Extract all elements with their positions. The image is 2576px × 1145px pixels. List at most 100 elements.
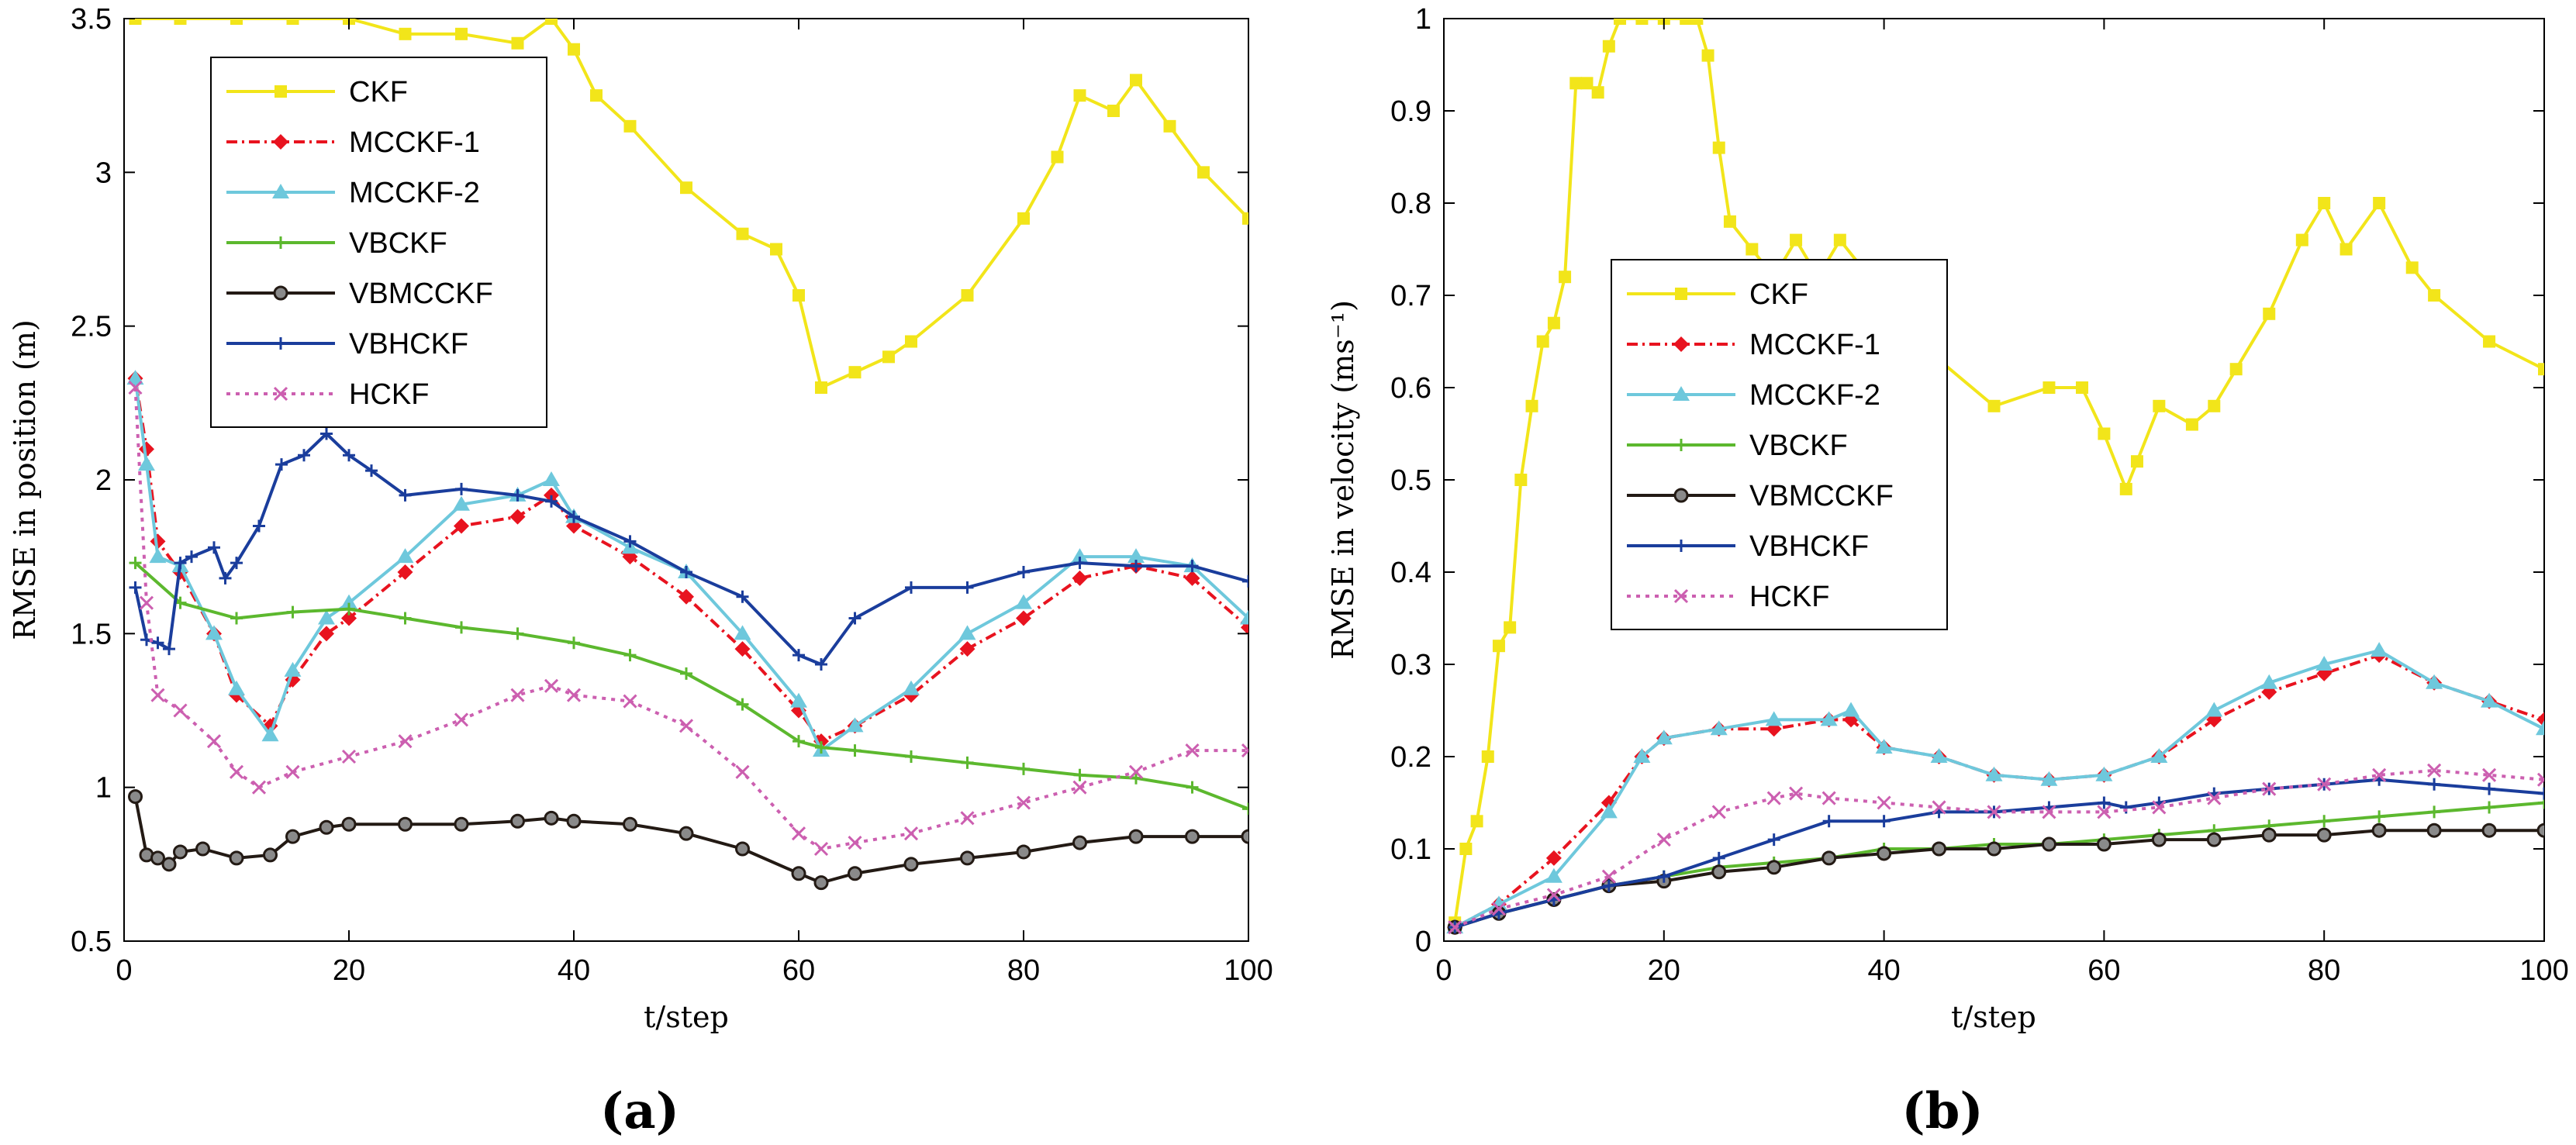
data-point [129, 581, 142, 594]
data-point [1107, 105, 1120, 117]
y-tick-label: 0.2 [1390, 741, 1431, 774]
data-point [285, 764, 300, 779]
legend-label: HCKF [349, 378, 429, 411]
data-point [2119, 482, 2132, 495]
data-point [961, 581, 974, 594]
data-point [397, 564, 413, 580]
data-point [2372, 767, 2387, 782]
data-point [2538, 787, 2544, 800]
data-point [1016, 844, 1031, 860]
series-vbckf [129, 557, 1248, 816]
legend-marker [273, 134, 288, 150]
legend-marker [1673, 386, 1690, 401]
data-point [1877, 795, 1891, 810]
data-point [275, 458, 288, 471]
data-point [286, 605, 299, 619]
data-point [1711, 864, 1727, 880]
data-point [2536, 772, 2544, 787]
data-point [1822, 815, 1835, 828]
data-point [230, 612, 243, 625]
data-point [2260, 674, 2278, 689]
data-point [2295, 233, 2308, 247]
data-point [903, 826, 919, 841]
y-tick-label: 1 [95, 772, 112, 805]
legend-label: VBCKF [1749, 429, 1848, 462]
data-point [1746, 243, 1759, 256]
data-point [2152, 800, 2167, 815]
panel-a: 0 20 40 60 80 100 0.5 1 1.5 2 2.5 3 3.5 t/step RMSE … [8, 3, 1273, 1140]
data-point [1128, 829, 1144, 844]
y-tick-label: 0.5 [71, 926, 112, 958]
data-point [1545, 850, 1562, 866]
data-point [2207, 791, 2222, 805]
series-line-vbhckf [133, 432, 1248, 666]
data-point [343, 602, 355, 616]
data-point [2315, 656, 2333, 671]
data-point [1017, 212, 1030, 225]
data-point [734, 625, 751, 640]
data-point [510, 688, 525, 702]
legend-item: CKF [1627, 278, 1808, 311]
data-point [1602, 879, 1615, 892]
series-line-mcckf-2 [133, 378, 1248, 753]
data-point [228, 680, 245, 695]
series-vbmcckf [128, 789, 1248, 891]
data-point [1614, 19, 1627, 25]
data-point [1051, 150, 1064, 164]
data-point [1932, 800, 1946, 815]
data-point [1072, 835, 1087, 850]
data-point [2261, 827, 2277, 843]
y-tick-label: 1 [1415, 3, 1431, 36]
data-point [1130, 560, 1142, 573]
data-point [1240, 609, 1248, 625]
x-tick-label: 20 [333, 954, 365, 987]
data-point [1073, 557, 1086, 570]
data-point [2262, 781, 2277, 796]
y-tick-label: 0.7 [1390, 280, 1431, 312]
data-point [1842, 702, 1860, 717]
data-point [1197, 166, 1210, 179]
data-point [139, 595, 154, 610]
y-tick-label: 0.6 [1390, 372, 1431, 405]
data-point [319, 626, 334, 642]
data-point [1128, 764, 1144, 779]
legend-item: MCCKF-2 [226, 177, 480, 209]
data-point [1635, 19, 1649, 25]
data-point [2373, 197, 2386, 209]
data-point [736, 698, 749, 711]
data-point [2095, 766, 2113, 781]
data-point [1071, 548, 1089, 564]
data-point [1242, 574, 1248, 588]
series-ckf [129, 19, 1248, 394]
data-point [1016, 610, 1031, 626]
legend-label: VBHCKF [349, 328, 468, 360]
data-point [2076, 381, 2089, 394]
data-point [206, 734, 222, 749]
legend-marker [275, 236, 287, 249]
legend-label: MCCKF-1 [349, 126, 480, 159]
data-point [1491, 902, 1507, 916]
data-point [815, 658, 827, 671]
data-point [454, 712, 469, 727]
data-point [341, 610, 357, 626]
data-point [1656, 833, 1671, 847]
data-point [735, 841, 750, 857]
data-point [566, 813, 582, 829]
data-point [792, 289, 805, 302]
data-point [2042, 381, 2056, 394]
data-point [960, 811, 975, 826]
data-point [2042, 805, 2056, 819]
legend-item: VBMCCKF [1627, 480, 1894, 512]
data-point [736, 227, 749, 240]
data-point [1547, 316, 1560, 329]
legend-marker [275, 337, 287, 350]
legend-label: MCCKF-2 [1749, 379, 1880, 412]
legend-marker [275, 85, 287, 98]
data-point [1877, 815, 1891, 828]
data-point [284, 661, 302, 677]
data-point [341, 749, 357, 764]
data-point [1690, 19, 1704, 25]
legend-marker [273, 285, 288, 301]
data-point [790, 692, 807, 708]
data-point [286, 19, 299, 25]
